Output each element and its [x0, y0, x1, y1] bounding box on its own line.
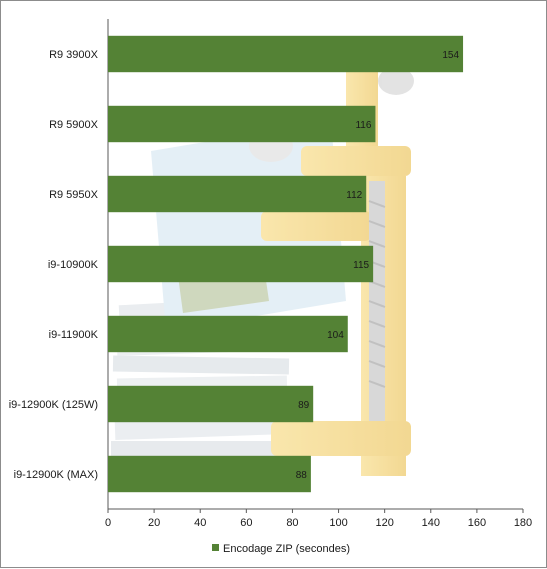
category-label: R9 5900X — [49, 119, 99, 131]
x-tick-label: 120 — [375, 517, 393, 529]
clamp-frame — [261, 66, 411, 476]
category-label: i9-12900K (125W) — [9, 399, 98, 411]
bar-value-label: 88 — [296, 470, 308, 481]
bar-value-label: 89 — [298, 400, 310, 411]
x-tick-label: 40 — [194, 517, 206, 529]
legend: Encodage ZIP (secondes) — [212, 543, 350, 555]
x-tick-label: 100 — [329, 517, 347, 529]
x-tick-label: 160 — [468, 517, 486, 529]
x-tick-label: 60 — [240, 517, 252, 529]
bar-value-label: 116 — [355, 120, 371, 131]
category-label: R9 3900X — [49, 49, 99, 61]
bar-5 — [108, 385, 314, 423]
bar-value-label: 154 — [442, 50, 459, 61]
bar-2 — [108, 175, 367, 213]
category-label: i9-12900K (MAX) — [14, 469, 98, 481]
legend-label: Encodage ZIP (secondes) — [223, 543, 350, 555]
x-tick-label: 80 — [286, 517, 298, 529]
bar-value-label: 112 — [346, 190, 362, 201]
category-label: R9 5950X — [49, 189, 99, 201]
category-label: i9-11900K — [49, 329, 99, 341]
x-ticks-layer: 0 20 40 60 80 100 120 140 160 180 — [105, 509, 532, 529]
bar-3 — [108, 245, 374, 283]
bar-4 — [108, 315, 348, 353]
x-tick-label: 140 — [422, 517, 440, 529]
category-labels-layer: R9 3900X R9 5900X R9 5950X i9-10900K i9-1190… — [9, 49, 99, 481]
bar-0 — [108, 35, 464, 73]
category-label: i9-10900K — [48, 259, 99, 271]
bar-value-label: 104 — [327, 330, 344, 341]
legend-swatch — [212, 544, 219, 551]
bar-value-label: 115 — [353, 260, 369, 271]
bar-1 — [108, 105, 376, 143]
x-tick-label: 180 — [514, 517, 532, 529]
bars-layer: 154 116 112 115 104 89 88 — [108, 35, 464, 493]
bar-6 — [108, 455, 311, 493]
x-tick-label: 0 — [105, 517, 111, 529]
x-tick-label: 20 — [148, 517, 160, 529]
